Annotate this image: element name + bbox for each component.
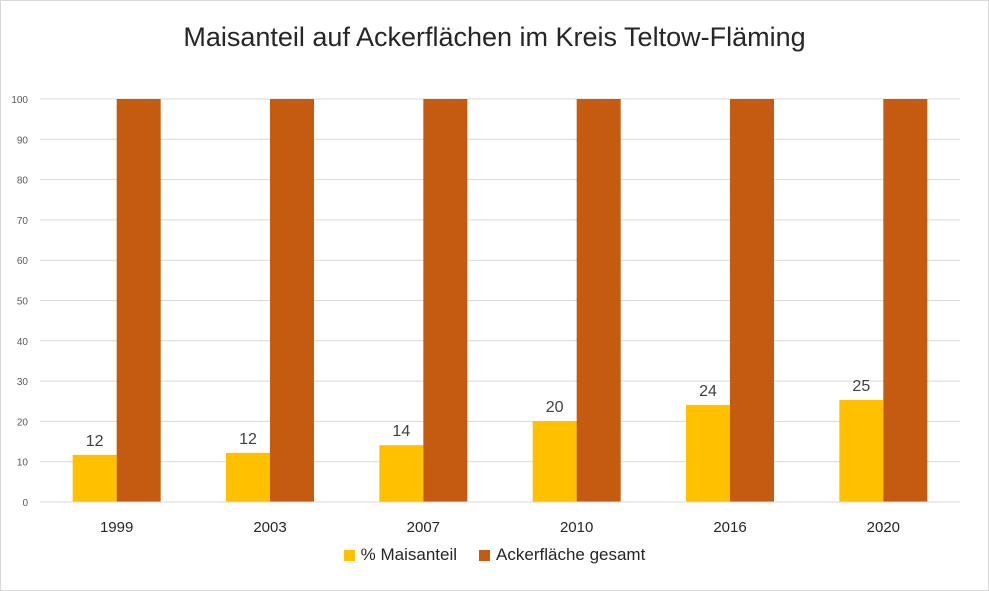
x-tick-label: 2020 bbox=[867, 519, 900, 536]
x-tick-label: 2003 bbox=[253, 519, 286, 536]
data-label: 24 bbox=[699, 383, 717, 400]
bar-maisanteil bbox=[686, 404, 730, 502]
y-tick-label: 20 bbox=[17, 417, 29, 428]
y-tick-label: 10 bbox=[17, 458, 29, 469]
data-label: 20 bbox=[546, 399, 564, 416]
y-tick-label: 40 bbox=[17, 337, 29, 348]
legend-swatch-ackerflaeche bbox=[479, 549, 491, 561]
x-tick-label: 2010 bbox=[560, 519, 593, 536]
bar-ackerflaeche bbox=[730, 99, 774, 502]
legend-label: % Maisanteil bbox=[360, 545, 458, 564]
bar-ackerflaeche bbox=[423, 99, 468, 502]
bar-maisanteil bbox=[72, 454, 117, 502]
y-tick-label: 0 bbox=[22, 498, 28, 509]
legend: % Maisanteil Ackerfläche gesamt bbox=[0, 545, 989, 565]
data-label: 12 bbox=[86, 433, 104, 450]
bar-ackerflaeche bbox=[576, 99, 621, 502]
bar-maisanteil bbox=[226, 452, 270, 502]
data-label: 12 bbox=[239, 431, 257, 448]
data-label: 25 bbox=[852, 378, 870, 395]
y-tick-label: 90 bbox=[17, 135, 29, 146]
y-tick-label: 60 bbox=[17, 256, 29, 267]
x-tick-label: 2016 bbox=[713, 519, 746, 536]
x-tick-label: 1999 bbox=[100, 519, 133, 536]
y-tick-label: 80 bbox=[17, 176, 29, 187]
y-tick-label: 70 bbox=[17, 216, 29, 227]
bar-ackerflaeche bbox=[270, 99, 314, 502]
data-label: 14 bbox=[392, 423, 410, 440]
legend-label: Ackerfläche gesamt bbox=[496, 545, 646, 564]
legend-item-maisanteil: % Maisanteil bbox=[343, 545, 458, 565]
bar-ackerflaeche bbox=[116, 99, 161, 502]
y-tick-label: 50 bbox=[17, 297, 29, 308]
bar-maisanteil bbox=[379, 445, 424, 502]
bar-maisanteil bbox=[839, 400, 884, 502]
chart-title: Maisanteil auf Ackerflächen im Kreis Tel… bbox=[183, 22, 806, 52]
legend-swatch-maisanteil bbox=[343, 549, 355, 561]
y-tick-label: 100 bbox=[11, 95, 28, 106]
bar-ackerflaeche bbox=[883, 99, 928, 502]
bar-maisanteil bbox=[532, 420, 577, 502]
legend-item-ackerflaeche: Ackerfläche gesamt bbox=[479, 545, 645, 565]
y-tick-label: 30 bbox=[17, 377, 29, 388]
x-tick-label: 2007 bbox=[407, 519, 440, 536]
